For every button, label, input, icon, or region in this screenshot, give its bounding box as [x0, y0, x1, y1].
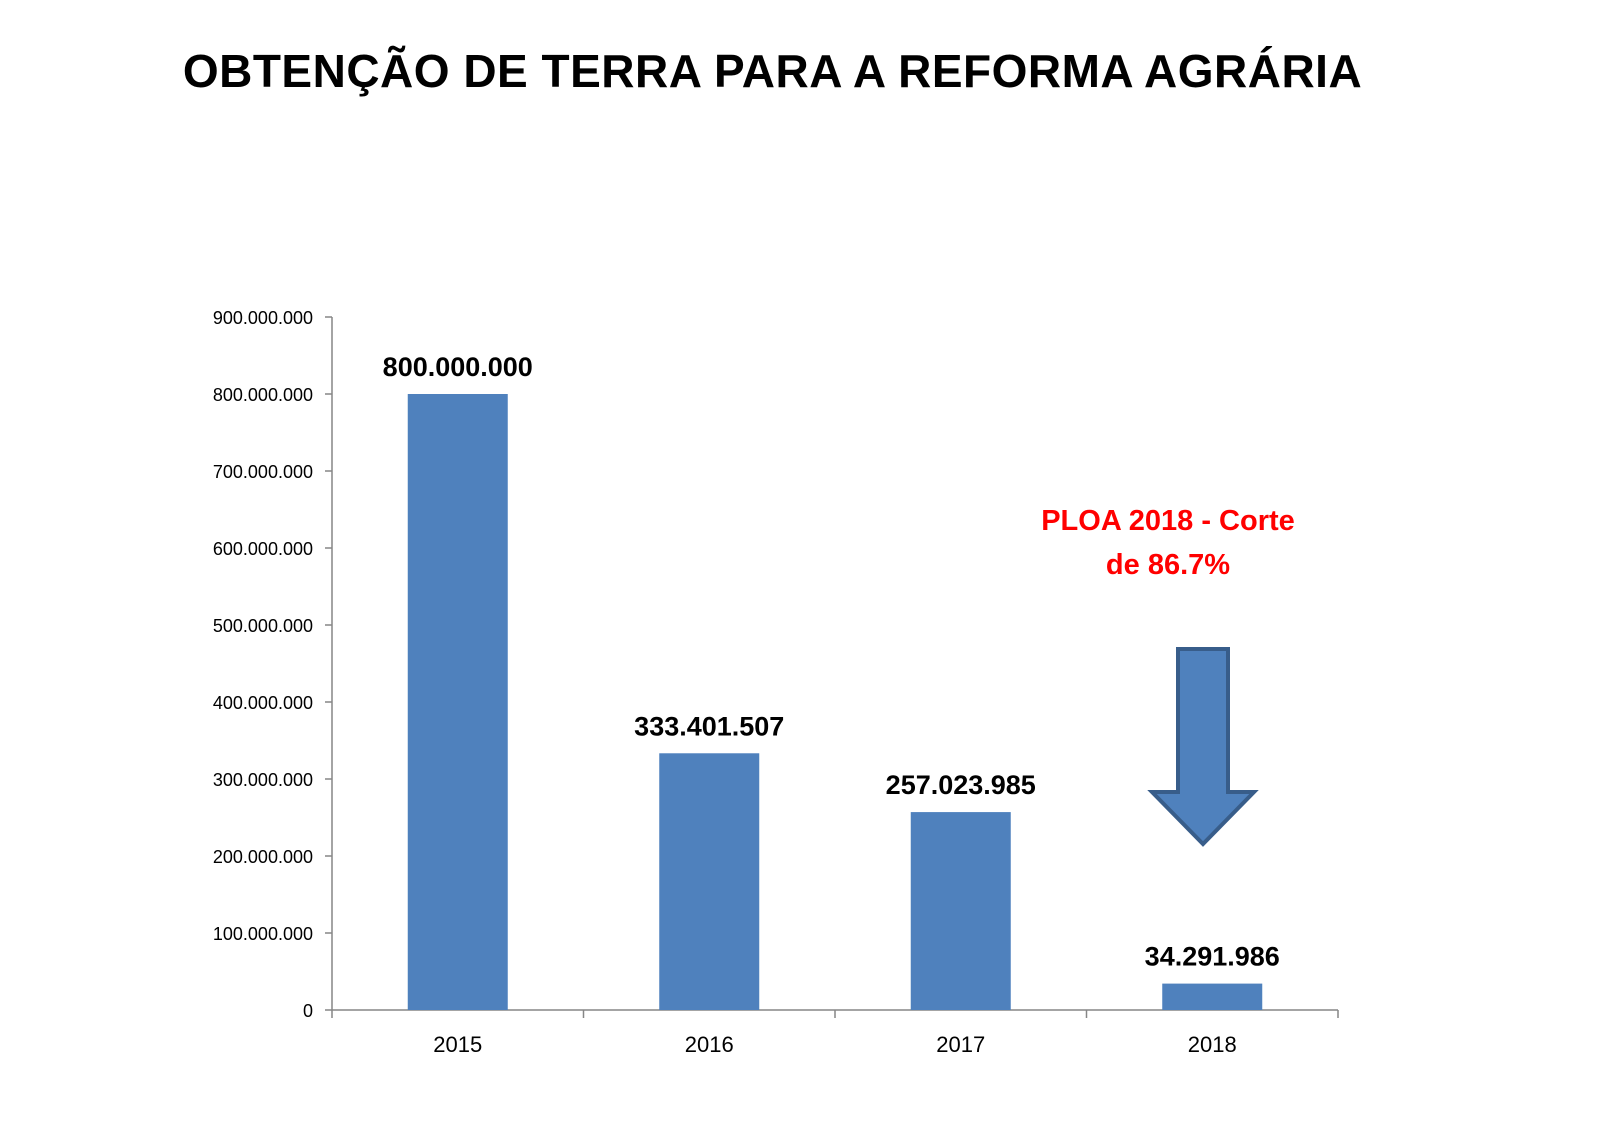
annotation-text-line-1: PLOA 2018 - Corte: [1041, 505, 1295, 537]
x-tick-label: 2016: [685, 1032, 734, 1057]
annotation-text-line-2: de 86.7%: [1106, 549, 1230, 581]
y-tick-label: 400.000.000: [213, 693, 313, 713]
y-tick-label: 600.000.000: [213, 539, 313, 559]
x-tick-label: 2017: [936, 1032, 985, 1057]
y-tick-label: 100.000.000: [213, 924, 313, 944]
data-label-2015: 800.000.000: [383, 352, 533, 382]
y-axis: 0 100.000.000 200.000.000 300.000.000 400.00…: [213, 308, 333, 1021]
bar-2018: [1162, 983, 1263, 1010]
bar-2016: [659, 753, 760, 1010]
y-tick-label: 800.000.000: [213, 385, 313, 405]
y-tick-label: 300.000.000: [213, 770, 313, 790]
data-labels: 800.000.000 333.401.507 257.023.985 34.291.…: [383, 352, 1280, 972]
data-label-2016: 333.401.507: [634, 711, 784, 741]
annotation: PLOA 2018 - Corte de 86.7%: [1041, 505, 1295, 847]
down-arrow-icon: [1147, 647, 1259, 847]
y-tick-label: 700.000.000: [213, 462, 313, 482]
x-tick-label: 2018: [1188, 1032, 1237, 1057]
y-tick-label: 0: [303, 1001, 313, 1021]
chart-title: OBTENÇÃO DE TERRA PARA A REFORMA AGRÁRIA: [182, 45, 1363, 97]
y-tick-label: 500.000.000: [213, 616, 313, 636]
y-tick-label: 900.000.000: [213, 308, 313, 328]
bar-2015: [407, 394, 508, 1010]
bar-2017: [910, 812, 1011, 1010]
y-tick-label: 200.000.000: [213, 847, 313, 867]
x-axis: 2015 2016 2017 2018: [331, 1009, 1339, 1057]
x-tick-label: 2015: [433, 1032, 482, 1057]
bars: [407, 394, 1263, 1010]
data-label-2018: 34.291.986: [1145, 942, 1280, 972]
data-label-2017: 257.023.985: [886, 770, 1036, 800]
